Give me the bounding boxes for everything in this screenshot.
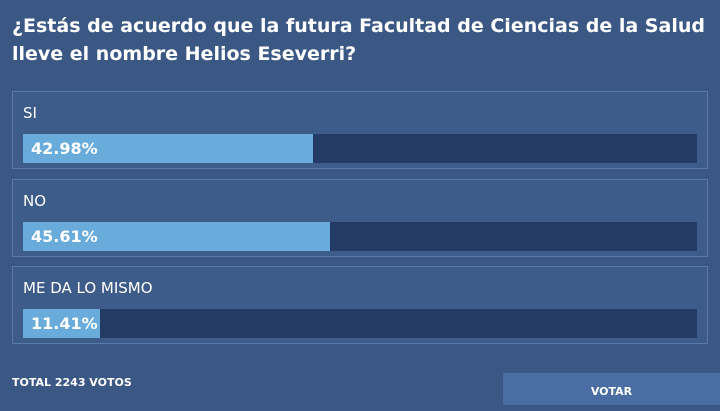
bar-track: 42.98% bbox=[23, 134, 697, 163]
percent-label: 42.98% bbox=[31, 139, 98, 158]
percent-label: 45.61% bbox=[31, 227, 98, 246]
question: ¿Estás de acuerdo que la futura Facultad… bbox=[12, 15, 705, 65]
bar bbox=[23, 222, 331, 251]
option[interactable]: SI 42.98% bbox=[12, 91, 708, 169]
percent-label: 11.41% bbox=[31, 314, 98, 333]
option[interactable]: NO 45.61% bbox=[12, 179, 708, 257]
option[interactable]: ME DA LO MISMO 11.41% bbox=[12, 266, 708, 344]
vote-button[interactable]: VOTAR bbox=[503, 373, 720, 405]
total-votes: TOTAL 2243 VOTOS bbox=[12, 376, 132, 389]
bar-track: 11.41% bbox=[23, 309, 697, 338]
bar-track: 45.61% bbox=[23, 222, 697, 251]
option-label: ME DA LO MISMO bbox=[23, 279, 153, 297]
option-label: SI bbox=[23, 104, 37, 122]
bar bbox=[23, 134, 313, 163]
option-label: NO bbox=[23, 192, 47, 210]
bar bbox=[23, 309, 100, 338]
